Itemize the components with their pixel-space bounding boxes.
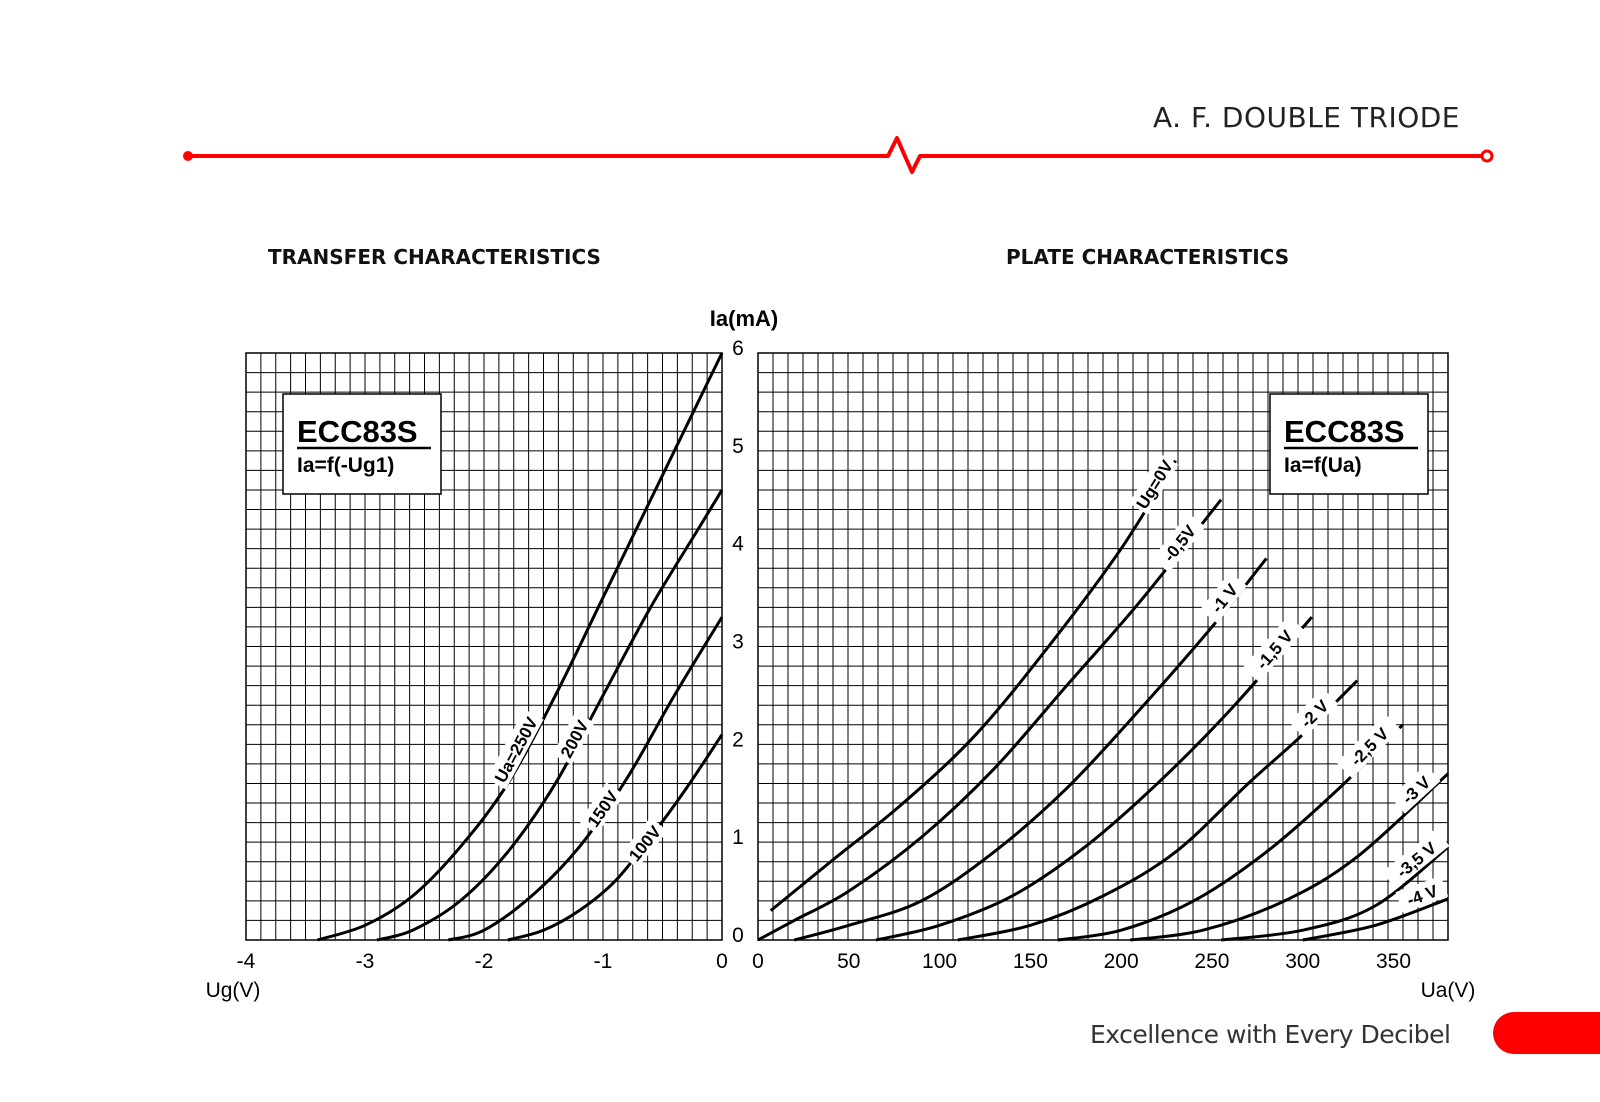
x-tick-label: 250 (1194, 950, 1229, 973)
header-red-line-left (188, 136, 1485, 174)
tube-box-subtitle: Ia=f(Ua) (1284, 454, 1362, 477)
series-label-bg (1395, 875, 1449, 913)
footer-slogan: Excellence with Every Decibel (1090, 1020, 1451, 1049)
series-line (447, 616, 724, 942)
series-label-bg (1336, 713, 1401, 779)
series-label: -2 V (1288, 688, 1339, 738)
transfer-chart-title: TRANSFER CHARACTERISTICS (268, 245, 601, 269)
series-line (793, 557, 1268, 942)
x-tick-label: 350 (1376, 950, 1411, 973)
x-tick-label: -4 (237, 950, 256, 973)
plate-chart-title: PLATE CHARACTERISTICS (1006, 245, 1290, 269)
x-tick-label: 300 (1285, 950, 1320, 973)
x-tick-label: 0 (716, 950, 728, 973)
series-line (875, 616, 1313, 942)
plot-frame (757, 352, 1449, 941)
y-tick-label: 6 (732, 337, 744, 360)
y-tick-label: 1 (732, 826, 744, 849)
series-line (507, 733, 724, 942)
series-label: -0,5V (1151, 512, 1206, 573)
footer-red-tab (1493, 1012, 1600, 1054)
series-line (1057, 723, 1404, 942)
series-label-text: Ug=0V (1133, 457, 1178, 513)
x-tick-label: -1 (594, 950, 613, 973)
series-label-bg (579, 782, 625, 835)
x-tick-label: 200 (1104, 950, 1139, 973)
tube-box-title: ECC83S (1284, 414, 1405, 449)
series-label-bg (486, 709, 544, 790)
plate-chart: 0 50 100 150 200 250 300 350 0 1 2 3 4 5 6 Ua(V) Ia(mA) U… (710, 306, 1476, 1002)
tube-box (282, 393, 442, 495)
x-axis-label: Ug(V) (206, 979, 261, 1002)
tube-box (1269, 393, 1429, 495)
x-tick-label: 100 (922, 950, 957, 973)
y-tick-label: 0 (732, 924, 744, 947)
x-tick-label: -3 (356, 950, 375, 973)
y-axis-label: Ia(mA) (710, 306, 778, 331)
transfer-chart: -4 -3 -2 -1 0Ug(V)Ua=250V 200V150V100VECC83SI… (206, 352, 728, 1002)
x-tick-label: 0 (752, 950, 764, 973)
series-line (1130, 772, 1450, 942)
series-label-bg (1151, 512, 1206, 573)
header-decor-line (183, 136, 1494, 174)
tube-box-title: ECC83S (297, 414, 418, 449)
x-axis-label: Ua(V) (1421, 979, 1476, 1002)
series-label-bg (620, 817, 668, 869)
series-line (757, 498, 1223, 942)
series-label: Ug=0V (1128, 453, 1179, 515)
tube-box-subtitle: Ia=f(-Ug1) (297, 454, 394, 477)
y-tick-label: 4 (732, 533, 744, 556)
series-label-bg (1242, 615, 1305, 683)
x-tick-label: 50 (837, 950, 860, 973)
series-label-bg (1288, 688, 1339, 738)
x-tick-label: 150 (1013, 950, 1048, 973)
series-label: -2,5 V (1336, 713, 1401, 779)
series-label: Ua=250V (486, 709, 544, 790)
series-line (316, 352, 724, 942)
y-tick-label: 2 (732, 728, 744, 751)
series-line (769, 459, 1177, 912)
header-title: A. F. DOUBLE TRIODE (1153, 101, 1460, 134)
header-dot-left (183, 151, 193, 161)
series-label-bg (1128, 453, 1179, 515)
series-line (1220, 845, 1449, 942)
series-line (1302, 897, 1449, 942)
series-label-bg (1199, 572, 1247, 624)
plot-frame (245, 352, 723, 941)
series-label-bg (1381, 828, 1450, 890)
x-tick-label: -2 (475, 950, 494, 973)
header-dot-right (1480, 149, 1494, 163)
y-tick-label: 3 (732, 631, 744, 654)
y-tick-label: 5 (732, 435, 744, 458)
series-label-bg (552, 712, 595, 765)
series-line (376, 489, 724, 942)
series-label: -1,5 V (1242, 615, 1305, 683)
series-label-bg (1390, 764, 1441, 814)
